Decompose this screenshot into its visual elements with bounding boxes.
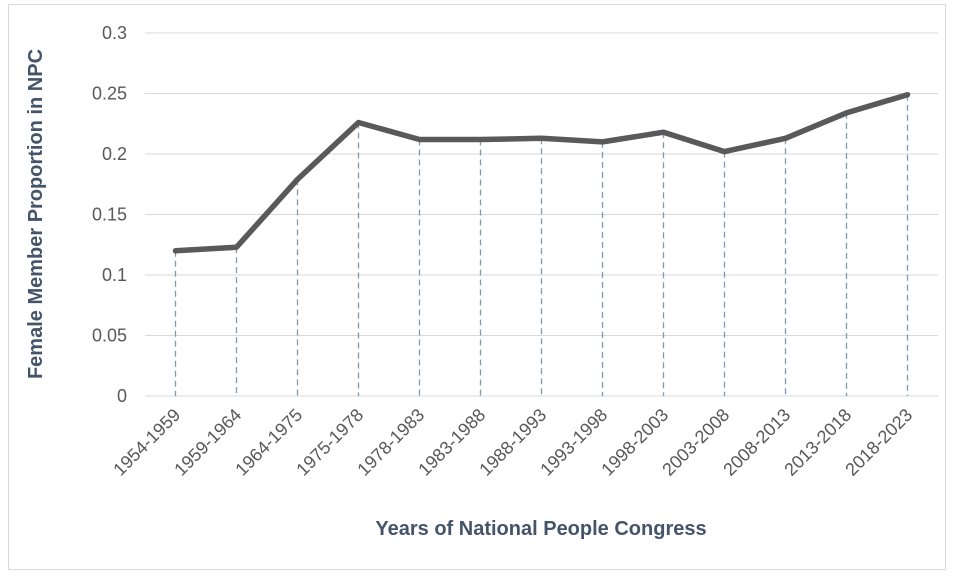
series-line — [172, 91, 911, 254]
x-tick-label: 2018-2023 — [841, 405, 916, 480]
drop-lines — [174, 94, 909, 396]
y-axis-title: Female Member Proportion in NPC — [25, 49, 47, 379]
y-tick-label: 0.25 — [92, 84, 127, 104]
y-tick-label: 0 — [117, 386, 127, 406]
y-tick-labels: 0 0.05 0.1 0.15 0.2 0.25 0.3 — [92, 23, 127, 406]
chart-frame — [8, 4, 946, 570]
y-tick-label: 0.3 — [102, 23, 127, 43]
y-tick-label: 0.15 — [92, 205, 127, 225]
y-tick-label: 0.2 — [102, 144, 127, 164]
x-tick-labels: 1954-19591959-19641964-19751975-19781978… — [109, 405, 916, 480]
series-line-group — [172, 91, 911, 254]
y-tick-label: 0.05 — [92, 326, 127, 346]
y-tick-label: 0.1 — [102, 265, 127, 285]
x-axis-title: Years of National People Congress — [375, 518, 706, 540]
